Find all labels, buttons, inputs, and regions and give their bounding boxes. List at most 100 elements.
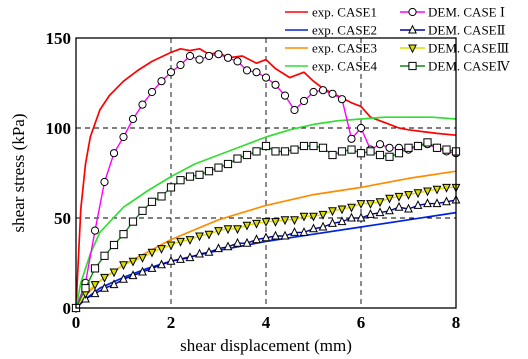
series-marker — [328, 89, 337, 98]
series-marker — [385, 205, 394, 215]
series-marker — [138, 100, 147, 109]
series-marker — [318, 143, 328, 152]
legend-item: DEM. CASE Ⅰ — [400, 5, 505, 20]
series-marker — [375, 198, 385, 208]
series-marker — [375, 140, 385, 149]
series-marker — [337, 205, 347, 215]
legend-label: DEM. CASEⅣ — [428, 59, 511, 74]
legend-swatch-marker — [408, 24, 417, 34]
series-marker — [204, 230, 214, 240]
series-marker — [423, 138, 432, 147]
series-marker — [356, 149, 366, 158]
series-layer — [71, 47, 461, 314]
series-marker — [299, 141, 309, 151]
series-marker — [119, 230, 128, 239]
series-marker — [347, 212, 356, 222]
series-marker — [280, 216, 290, 226]
series-marker — [261, 141, 271, 151]
series-marker — [242, 221, 252, 231]
series-marker — [138, 254, 147, 263]
series-marker — [337, 216, 347, 226]
series-marker — [394, 192, 404, 202]
series-marker — [385, 143, 394, 152]
series-marker — [157, 77, 166, 86]
series-marker — [176, 176, 185, 185]
x-tick-label: 6 — [357, 313, 366, 332]
series-marker — [375, 207, 385, 217]
series-marker — [290, 216, 299, 226]
series-marker — [413, 189, 423, 199]
series-marker — [214, 163, 223, 172]
legend-item: exp. CASE3 — [285, 41, 377, 56]
legend-label: exp. CASE4 — [312, 59, 378, 74]
series-marker — [252, 219, 261, 229]
y-tick-label: 0 — [63, 299, 72, 318]
series-marker — [176, 60, 185, 70]
series-marker — [318, 86, 328, 95]
series-marker — [356, 123, 366, 133]
legend-item: DEM. CASEⅢ — [400, 41, 509, 56]
series-marker — [100, 282, 109, 292]
legend-swatch-marker — [408, 44, 417, 54]
series-marker — [119, 273, 128, 283]
series-marker — [90, 264, 100, 273]
series-marker — [109, 268, 119, 278]
series-marker — [166, 183, 176, 192]
series-marker — [432, 143, 442, 152]
series-marker — [271, 147, 280, 156]
series-marker — [223, 53, 233, 62]
series-marker — [261, 232, 271, 242]
series-marker — [290, 145, 299, 154]
series-marker — [109, 279, 119, 289]
y-tick-label: 100 — [46, 119, 72, 138]
series-marker — [309, 141, 318, 151]
series-marker — [204, 246, 214, 256]
legend-label: exp. CASE2 — [312, 23, 377, 38]
series-marker — [442, 183, 451, 193]
series-marker — [195, 55, 204, 64]
series-marker — [299, 212, 309, 222]
series-marker — [128, 217, 138, 226]
series-marker — [404, 203, 413, 213]
series-marker — [204, 51, 214, 61]
legend-swatch-marker — [408, 61, 417, 71]
series-marker — [328, 207, 337, 217]
x-tick-label: 4 — [262, 313, 271, 332]
y-axis-label: shear stress (kPa) — [9, 114, 28, 233]
series-marker — [223, 159, 233, 169]
series-marker — [375, 150, 385, 160]
series-marker — [252, 234, 261, 244]
series-marker — [290, 105, 299, 115]
legend-label: DEM. CASEⅡ — [428, 23, 506, 38]
series-marker — [128, 114, 138, 124]
series-4 — [75, 116, 457, 309]
series-marker — [413, 141, 423, 151]
series-marker — [109, 149, 119, 158]
series-marker — [280, 91, 290, 100]
series-marker — [366, 200, 375, 209]
series-marker — [195, 170, 204, 179]
series-marker — [394, 149, 404, 158]
series-1 — [75, 47, 457, 309]
legend-item: exp. CASE1 — [285, 5, 377, 20]
series-marker — [261, 218, 271, 227]
legend-item: DEM. CASEⅡ — [400, 23, 506, 38]
series-marker — [280, 147, 290, 156]
series-marker — [337, 147, 347, 156]
series-marker — [166, 255, 176, 265]
series-marker — [309, 212, 318, 222]
series-marker — [309, 223, 318, 233]
series-marker — [337, 95, 347, 104]
series-marker — [423, 187, 432, 197]
series-marker — [404, 191, 413, 200]
series-marker — [347, 203, 356, 213]
legend-label: DEM. CASE Ⅰ — [428, 5, 505, 20]
series-marker — [185, 172, 195, 181]
y-tick-label: 50 — [54, 209, 71, 228]
series-marker — [432, 198, 442, 208]
series-marker — [119, 261, 128, 271]
series-marker — [138, 206, 147, 215]
legend-label: exp. CASE1 — [312, 5, 377, 20]
series-6 — [71, 194, 461, 312]
